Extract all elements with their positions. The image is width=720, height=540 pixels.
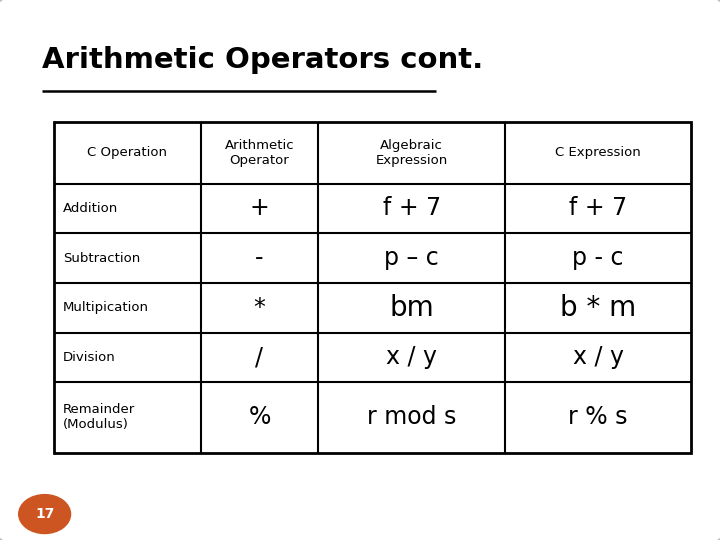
Text: *: *	[253, 296, 266, 320]
Text: Addition: Addition	[63, 202, 118, 215]
Text: r mod s: r mod s	[367, 406, 456, 429]
Text: Algebraic
Expression: Algebraic Expression	[376, 139, 448, 166]
Text: Subtraction: Subtraction	[63, 252, 140, 265]
Text: Arithmetic Operators cont.: Arithmetic Operators cont.	[42, 46, 483, 74]
Text: C Operation: C Operation	[87, 146, 167, 159]
Text: bm: bm	[390, 294, 434, 322]
Text: p – c: p – c	[384, 246, 439, 270]
Text: Remainder
(Modulus): Remainder (Modulus)	[63, 403, 135, 431]
Circle shape	[19, 495, 71, 534]
Text: Arithmetic
Operator: Arithmetic Operator	[225, 139, 294, 166]
Text: /: /	[256, 346, 264, 369]
Bar	[54, 122, 691, 453]
Text: x / y: x / y	[386, 346, 437, 369]
Text: +: +	[250, 197, 269, 220]
Text: 17: 17	[35, 507, 54, 521]
Text: Multipication: Multipication	[63, 301, 148, 314]
Text: x / y: x / y	[572, 346, 624, 369]
Text: p - c: p - c	[572, 246, 624, 270]
Text: f + 7: f + 7	[382, 197, 441, 220]
Text: -: -	[256, 246, 264, 270]
Text: C Expression: C Expression	[555, 146, 641, 159]
Text: b * m: b * m	[560, 294, 636, 322]
Text: f + 7: f + 7	[569, 197, 627, 220]
Bar	[54, 122, 691, 453]
Text: r % s: r % s	[568, 406, 628, 429]
Text: %: %	[248, 406, 271, 429]
Text: Division: Division	[63, 351, 115, 364]
